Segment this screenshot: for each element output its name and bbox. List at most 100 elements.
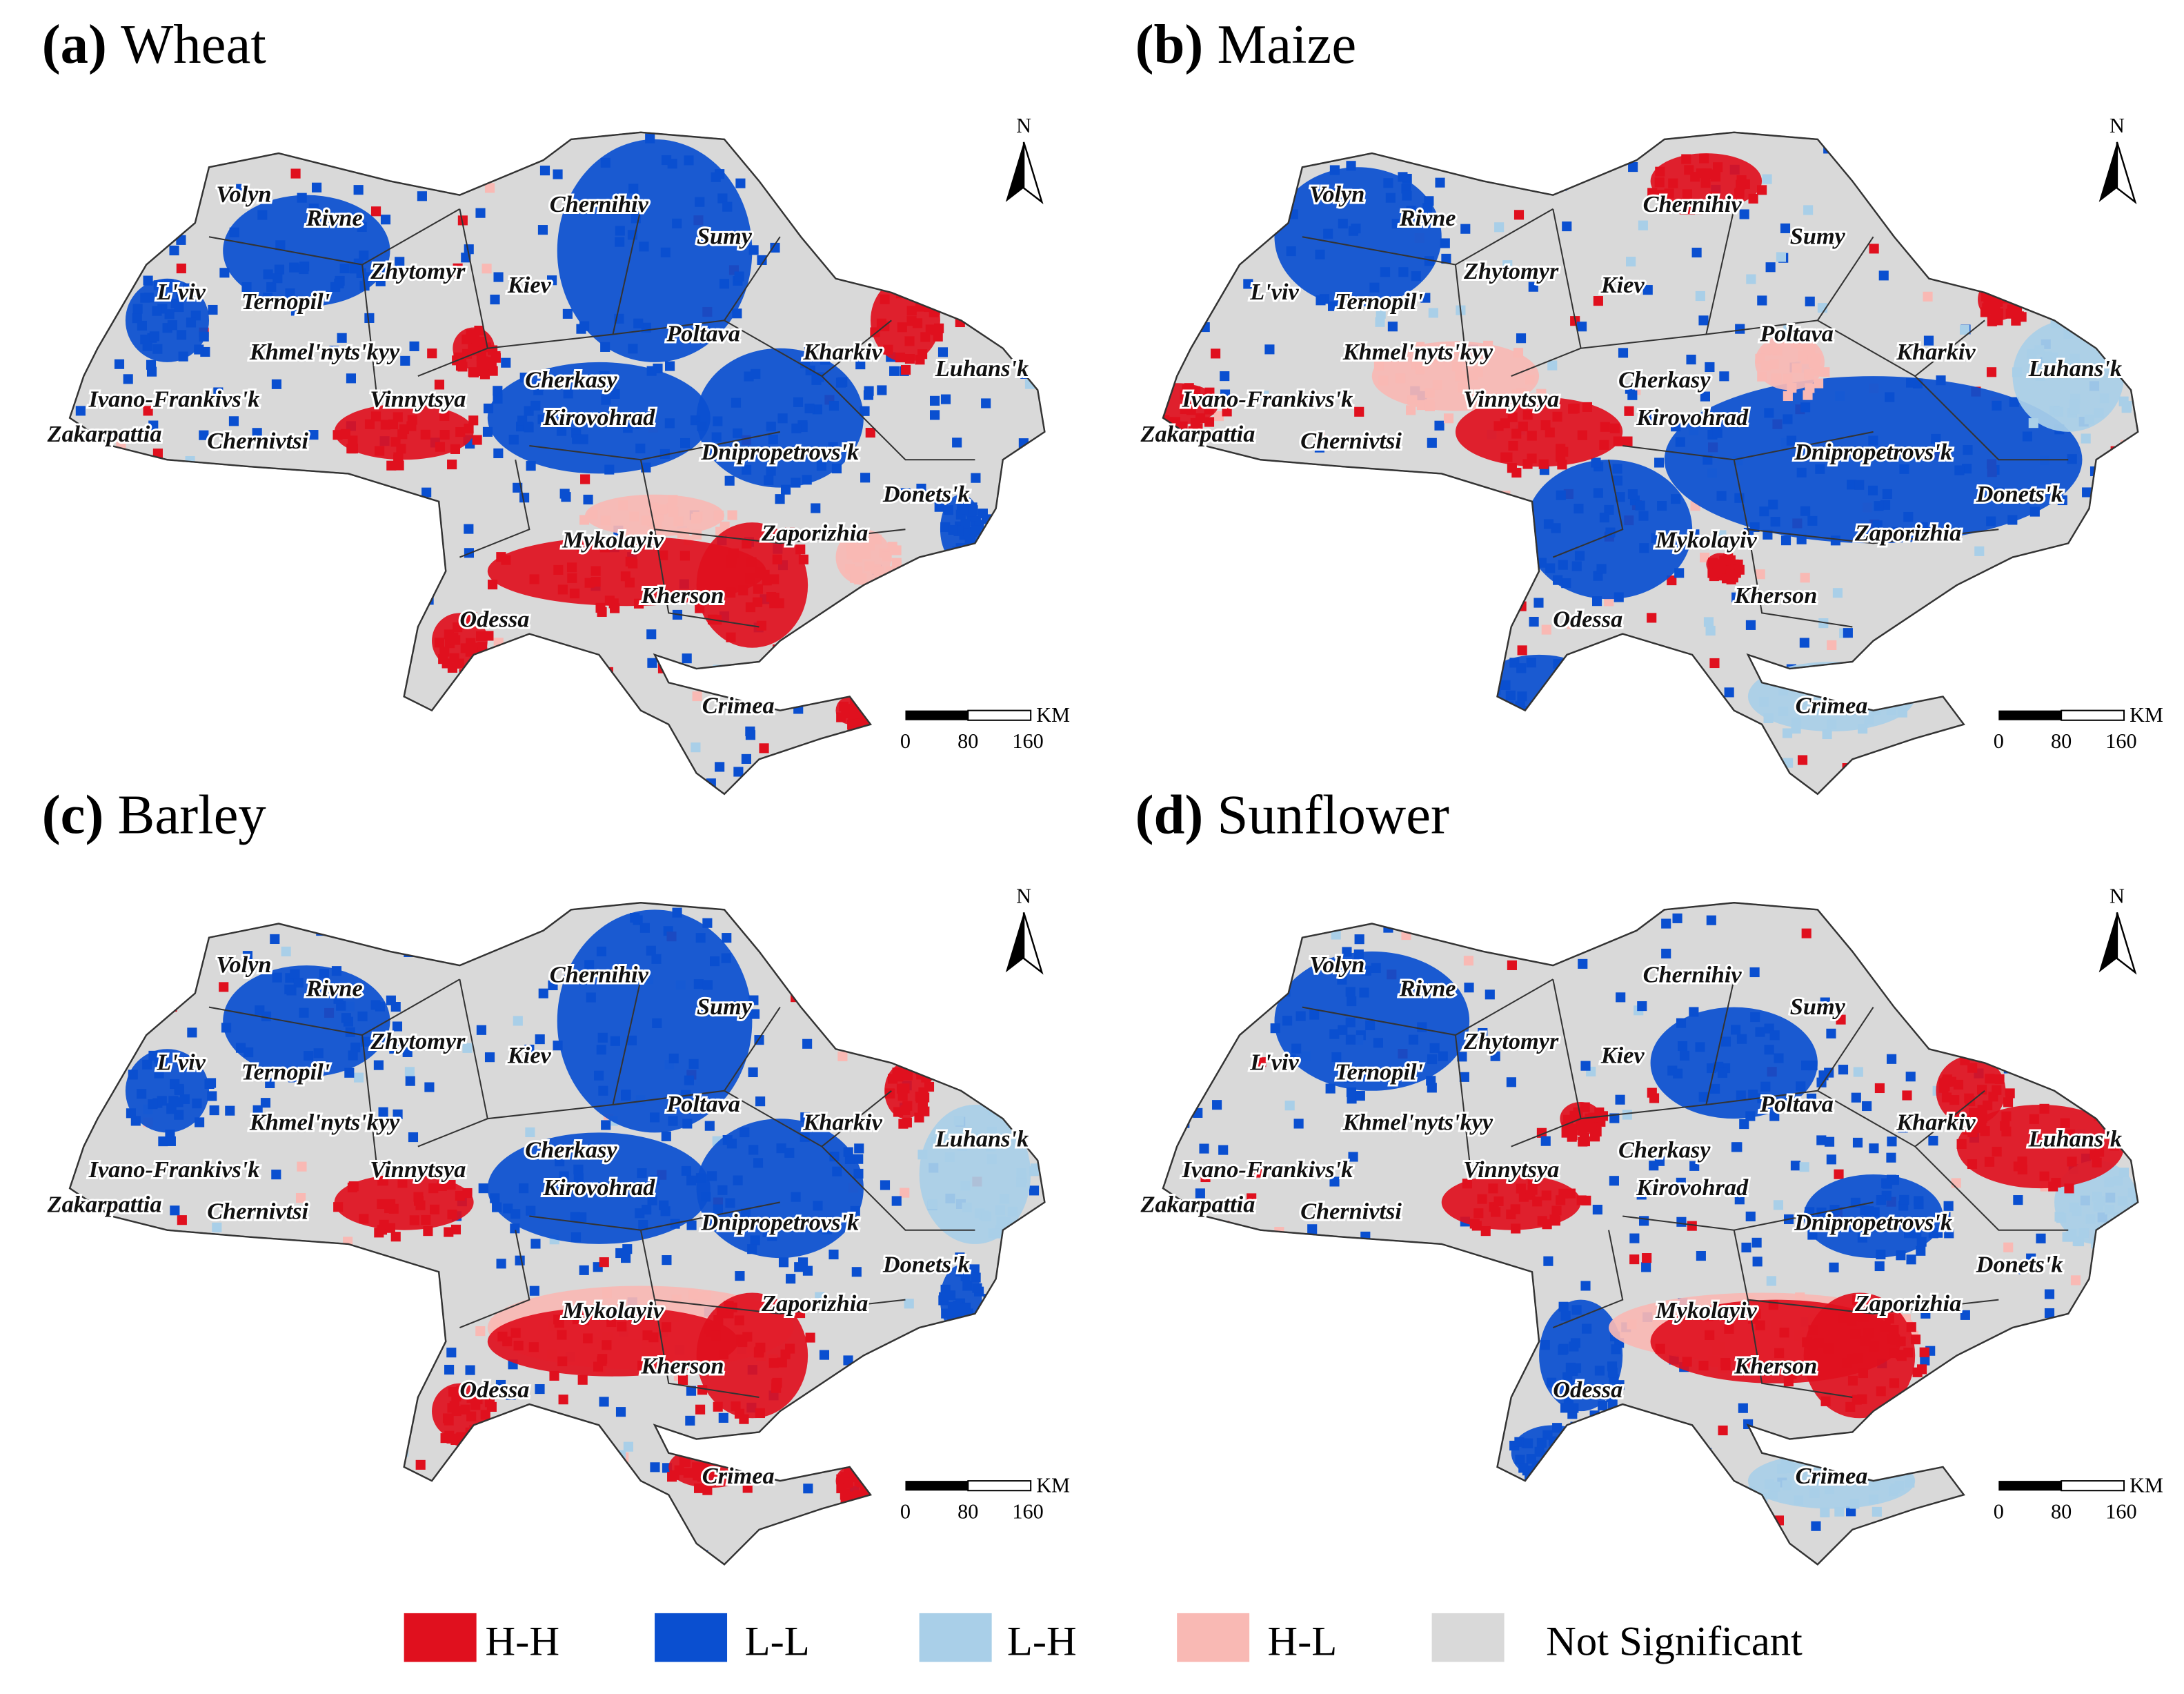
- region-label: Poltava: [1759, 321, 1834, 347]
- cluster-cell: [169, 245, 179, 256]
- cluster-cell: [735, 178, 746, 188]
- panel-crop: Sunflower: [1217, 784, 1449, 845]
- cluster-cell: [1581, 1428, 1591, 1439]
- cluster-cell: [1407, 395, 1418, 405]
- cluster-cell: [668, 495, 678, 505]
- cluster-cell: [920, 332, 931, 342]
- cluster-cell: [1462, 1179, 1472, 1189]
- cluster-cell: [691, 529, 702, 540]
- cluster-cell: [206, 1078, 217, 1088]
- cluster-cell: [1361, 965, 1371, 976]
- cluster-cell: [2094, 1111, 2104, 1121]
- cluster-cell: [1345, 1017, 1356, 1027]
- cluster-cell: [1917, 1364, 1927, 1375]
- cluster-cell: [2014, 148, 2025, 158]
- cluster-cell: [70, 1461, 80, 1472]
- cluster-cell: [1887, 944, 1897, 954]
- north-arrow: [2116, 912, 2137, 975]
- cluster-cell: [941, 1308, 951, 1319]
- cluster-cell: [364, 313, 375, 323]
- cluster-cell: [119, 651, 130, 661]
- cluster-cell: [1424, 1400, 1435, 1410]
- cluster-cell: [731, 1401, 741, 1412]
- cluster-cell: [375, 587, 385, 597]
- cluster-cell: [599, 1397, 609, 1407]
- cluster-cell: [682, 653, 692, 664]
- cluster-cell: [691, 742, 701, 753]
- cluster-cell: [347, 1182, 358, 1192]
- cluster-cell: [1929, 146, 1940, 157]
- cluster-cell: [1540, 420, 1551, 431]
- cluster-cell: [1766, 1276, 1776, 1286]
- cluster-cell: [2065, 148, 2075, 158]
- cluster-cell: [295, 1192, 306, 1203]
- cluster-cell: [427, 348, 437, 359]
- cluster-patch: [487, 1132, 711, 1244]
- cluster-cell: [785, 527, 795, 538]
- cluster-cell: [1783, 414, 1793, 424]
- cluster-cell: [1316, 295, 1326, 306]
- cluster-cell: [475, 661, 486, 671]
- cluster-cell: [1870, 1459, 1881, 1469]
- cluster-cell: [594, 719, 604, 729]
- cluster-cell: [1229, 719, 1239, 730]
- region-label: Zhytomyr: [1463, 1028, 1559, 1054]
- cluster-cell: [802, 1038, 813, 1049]
- cluster-cell: [619, 710, 629, 720]
- cluster-cell: [78, 649, 88, 660]
- panel-label: (c): [42, 784, 104, 845]
- cluster-cell: [90, 733, 100, 744]
- cluster-cell: [1515, 1455, 1525, 1465]
- region-label: Kirovohrad: [1636, 1174, 1749, 1201]
- cluster-cell: [209, 711, 219, 721]
- cluster-cell: [457, 1449, 468, 1459]
- cluster-cell: [1398, 267, 1409, 277]
- cluster-cell: [1556, 1472, 1567, 1482]
- cluster-cell: [1459, 1072, 1469, 1082]
- cluster-cell: [1799, 638, 1809, 648]
- cluster-cell: [713, 1204, 723, 1214]
- cluster-cell: [434, 380, 445, 390]
- cluster-cell: [2104, 1204, 2115, 1215]
- cluster-cell: [197, 1388, 207, 1398]
- cluster-cell: [601, 1120, 611, 1130]
- cluster-cell: [1541, 624, 1551, 635]
- cluster-cell: [1476, 727, 1486, 738]
- cluster-cell: [1671, 1519, 1682, 1529]
- cluster-cell: [1572, 1461, 1583, 1472]
- cluster-cell: [187, 1027, 197, 1038]
- cluster-cell: [802, 1265, 813, 1276]
- cluster-cell: [600, 342, 610, 352]
- cluster-cell: [1516, 1494, 1527, 1505]
- cluster-cell: [1291, 1043, 1302, 1054]
- cluster-cell: [290, 969, 300, 979]
- cluster-cell: [1491, 711, 1501, 721]
- cluster-cell: [417, 718, 427, 728]
- cluster-cell: [1892, 992, 1902, 1003]
- region-label: Donets'k: [1976, 1251, 2063, 1277]
- cluster-cell: [1916, 1245, 1926, 1256]
- cluster-cell: [465, 647, 475, 657]
- cluster-cell: [768, 1358, 779, 1368]
- cluster-cell: [909, 1025, 919, 1036]
- scale-bar: [905, 710, 969, 720]
- cluster-cell: [1169, 624, 1179, 634]
- cluster-cell: [952, 437, 962, 448]
- cluster-cell: [652, 1018, 662, 1028]
- cluster-cell: [2024, 1032, 2034, 1043]
- region-label: Donets'k: [882, 1251, 970, 1277]
- cluster-cell: [219, 982, 229, 992]
- cluster-cell: [253, 1339, 264, 1350]
- cluster-cell: [2007, 1409, 2017, 1420]
- cluster-cell: [239, 1447, 250, 1457]
- cluster-cell: [1795, 1292, 1805, 1303]
- cluster-cell: [1287, 1428, 1297, 1439]
- cluster-cell: [1905, 989, 1915, 1000]
- cluster-cell: [1853, 1308, 1864, 1319]
- cluster-cell: [583, 494, 593, 505]
- cluster-cell: [1872, 1506, 1882, 1517]
- cluster-cell: [2100, 647, 2110, 657]
- cluster-cell: [968, 505, 978, 515]
- cluster-cell: [635, 1309, 646, 1320]
